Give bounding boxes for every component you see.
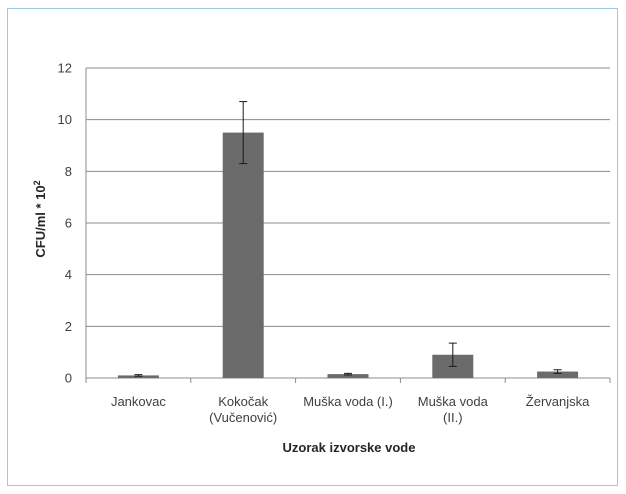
- bar: [537, 371, 579, 378]
- error-bar: [553, 369, 562, 374]
- y-tick-label: 0: [65, 371, 72, 386]
- y-tick-label: 8: [65, 164, 72, 179]
- chart-frame: [7, 8, 618, 486]
- x-tick-label: Muška voda (I.): [303, 394, 393, 409]
- y-axis-title-exponent: 2: [32, 180, 42, 185]
- gridlines: [85, 67, 611, 383]
- error-bar: [448, 342, 457, 367]
- error-bar: [239, 101, 248, 165]
- x-tick-label: Žervanjska: [526, 394, 590, 409]
- y-tick-label: 10: [58, 112, 72, 127]
- y-tick-labels: 0 2 4 6 8 10 12: [58, 61, 72, 386]
- error-bars: [134, 101, 562, 377]
- bar: [222, 132, 264, 378]
- y-tick-label: 2: [65, 319, 72, 334]
- bars: [117, 132, 579, 378]
- error-bar: [134, 374, 143, 377]
- x-tick-label: Kokočak (Vučenović): [209, 394, 277, 425]
- y-tick-label: 12: [58, 61, 72, 76]
- x-tick-label: Jankovac: [111, 394, 166, 409]
- x-tick-labels: Jankovac Kokočak (Vučenović) Muška voda (I.…: [111, 394, 590, 425]
- bar: [117, 375, 159, 378]
- y-axis-title: CFU/ml * 102: [32, 180, 48, 257]
- bar: [327, 374, 369, 378]
- y-tick-label: 4: [65, 267, 72, 282]
- y-tick-label: 6: [65, 216, 72, 231]
- x-axis-title: Uzorak izvorske vode: [283, 440, 416, 455]
- error-bar: [344, 372, 352, 376]
- y-axis-title-main: CFU/ml * 10: [33, 185, 48, 257]
- x-tick-label: Muška voda (II.): [418, 394, 489, 425]
